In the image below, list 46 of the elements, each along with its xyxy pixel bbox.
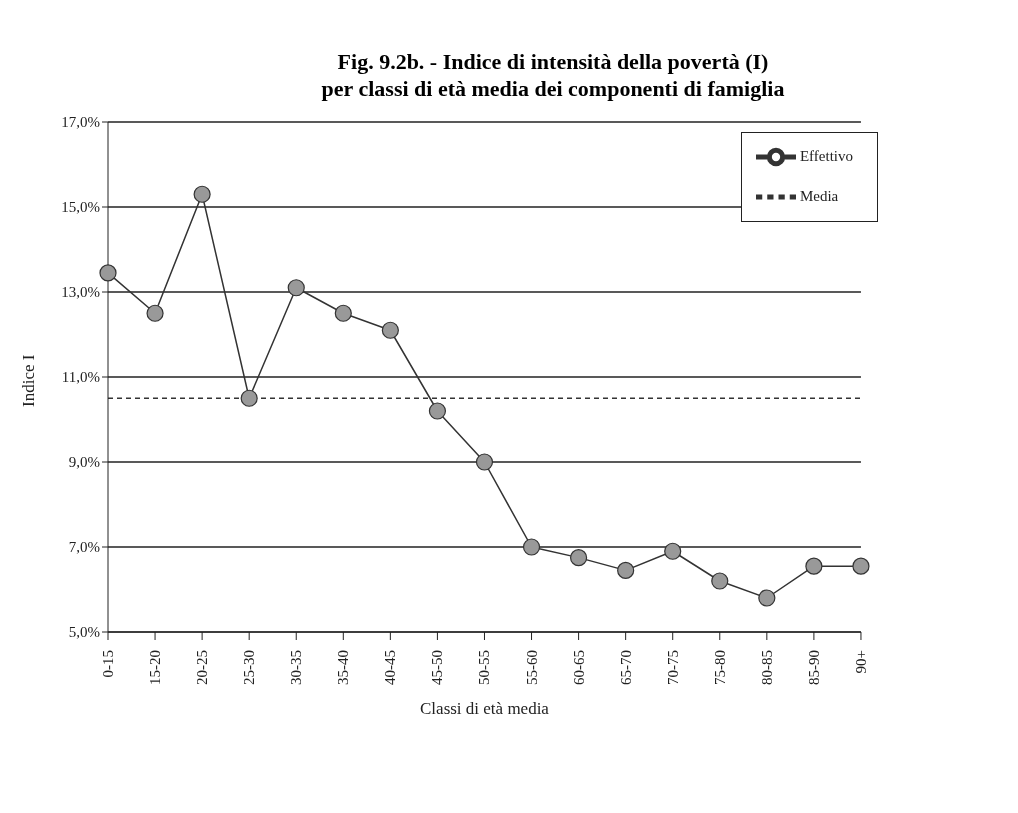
point <box>287 279 305 297</box>
point <box>146 304 164 322</box>
point <box>664 542 682 560</box>
x-tick-label: 30-35 <box>288 650 305 685</box>
x-tick-label: 85-90 <box>805 650 822 685</box>
point <box>805 557 823 575</box>
x-axis-title: Classi di età media <box>420 699 550 718</box>
x-tick-label: 15-20 <box>147 650 164 685</box>
x-tick-label: 90+ <box>852 650 869 674</box>
y-tick-label: 17,0% <box>61 114 100 131</box>
point <box>522 538 541 556</box>
point <box>570 549 588 567</box>
point <box>852 557 870 575</box>
legend-label: Effettivo <box>799 147 853 164</box>
x-tick-label: 80-85 <box>758 650 775 685</box>
legend-label: Media <box>799 187 839 204</box>
point <box>617 561 635 579</box>
point <box>334 304 352 322</box>
x-tick-label: 75-80 <box>711 650 728 685</box>
point <box>428 402 447 420</box>
x-tick-label: 35-40 <box>335 650 352 685</box>
point <box>758 589 776 607</box>
chart-title: Fig. 9.2b. - Indice di intensità della povertà (I) per classi di età media dei componenti di famiglia <box>320 48 786 102</box>
point <box>711 572 729 590</box>
x-tick-label: 25-30 <box>241 650 258 685</box>
x-tick-label: 70-75 <box>664 650 681 685</box>
x-tick-label: 50-55 <box>476 650 493 685</box>
x-tick-label: 55-60 <box>523 650 540 685</box>
point <box>240 389 258 407</box>
x-tick-label: 0-15 <box>100 650 116 678</box>
x-tick-label: 20-25 <box>194 650 211 685</box>
point <box>193 185 211 203</box>
y-tick-label: 7,0% <box>68 539 100 556</box>
y-tick-label: 9,0% <box>68 454 100 471</box>
x-tick-label: 45-50 <box>429 650 446 685</box>
x-tick-label: 60-65 <box>570 650 587 685</box>
point <box>475 453 494 471</box>
y-tick-label: 13,0% <box>61 284 100 301</box>
x-tick-label: 40-45 <box>382 650 399 685</box>
y-axis-title: Indice I <box>19 354 39 407</box>
y-tick-label: 15,0% <box>61 199 100 216</box>
point <box>99 264 117 282</box>
point <box>381 321 399 339</box>
x-tick-label: 65-70 <box>617 650 634 685</box>
y-tick-label: 5,0% <box>68 624 100 641</box>
y-tick-label: 11,0% <box>61 369 100 386</box>
